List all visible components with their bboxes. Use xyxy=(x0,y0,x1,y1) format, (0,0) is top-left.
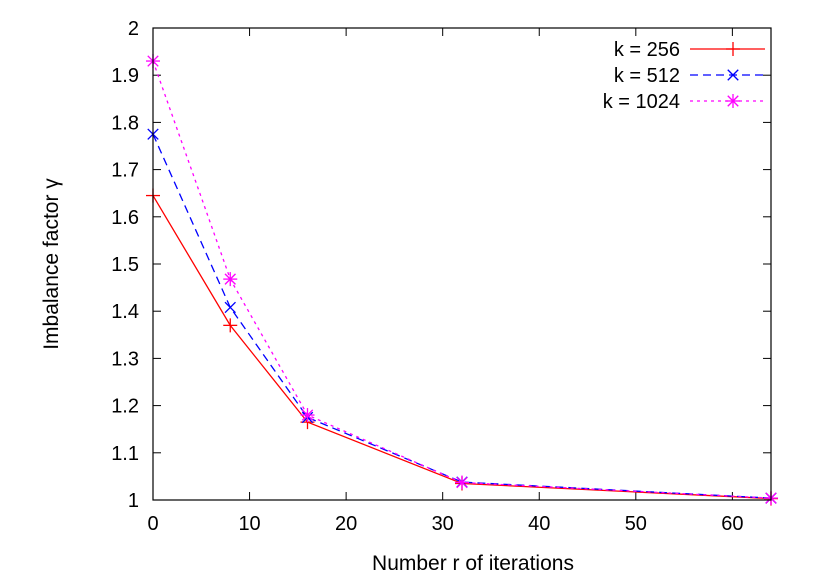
series-line-2 xyxy=(152,133,772,499)
x-axis-label: Number r of iterations xyxy=(372,552,574,575)
y-axis-label: Imbalance factor γ xyxy=(40,178,63,350)
series-line-3 xyxy=(152,60,772,499)
x-tick-label: 50 xyxy=(625,513,647,535)
y-tick-label: 1.2 xyxy=(111,396,139,418)
y-tick-label: 1.4 xyxy=(111,301,139,323)
series-3-point xyxy=(223,272,238,287)
x-tick-label: 60 xyxy=(721,513,743,535)
legend-label: k = 1024 xyxy=(603,91,680,113)
x-tick-label: 30 xyxy=(432,513,454,535)
y-tick-label: 1.1 xyxy=(111,443,139,465)
series-3-point xyxy=(455,475,469,490)
legend: k = 256 k = 512 k = 1024 xyxy=(603,39,765,113)
series-1-point xyxy=(223,318,238,333)
y-tick-label: 1.3 xyxy=(111,348,139,370)
x-tick-label: 10 xyxy=(238,513,260,535)
legend-label: k = 256 xyxy=(614,39,680,61)
y-tick-label: 1.6 xyxy=(111,207,139,229)
y-tick-label: 1 xyxy=(128,490,139,512)
series-3-point xyxy=(300,408,315,423)
y-tick-label: 1.7 xyxy=(111,160,139,182)
legend-marker xyxy=(726,94,740,108)
x-tick-label: 20 xyxy=(335,513,357,535)
series-line-1 xyxy=(152,195,772,500)
y-tick-label: 2 xyxy=(128,18,139,40)
series-2-point xyxy=(224,301,236,314)
legend-marker xyxy=(727,69,739,81)
x-tick-label: 40 xyxy=(528,513,550,535)
x-tick-label: 0 xyxy=(147,513,158,535)
axis-ticks: 0 10 20 30 40 50 60 1 1.1 1.2 1.3 1.4 1.5 1.6 1.7 1.8 1.… xyxy=(111,18,771,535)
plot-frame xyxy=(152,27,772,501)
legend-label: k = 512 xyxy=(614,65,680,87)
legend-marker xyxy=(726,42,740,56)
series-layer xyxy=(146,54,778,506)
y-tick-label: 1.5 xyxy=(111,254,139,276)
y-tick-label: 1.8 xyxy=(111,112,139,134)
y-tick-label: 1.9 xyxy=(111,65,139,87)
